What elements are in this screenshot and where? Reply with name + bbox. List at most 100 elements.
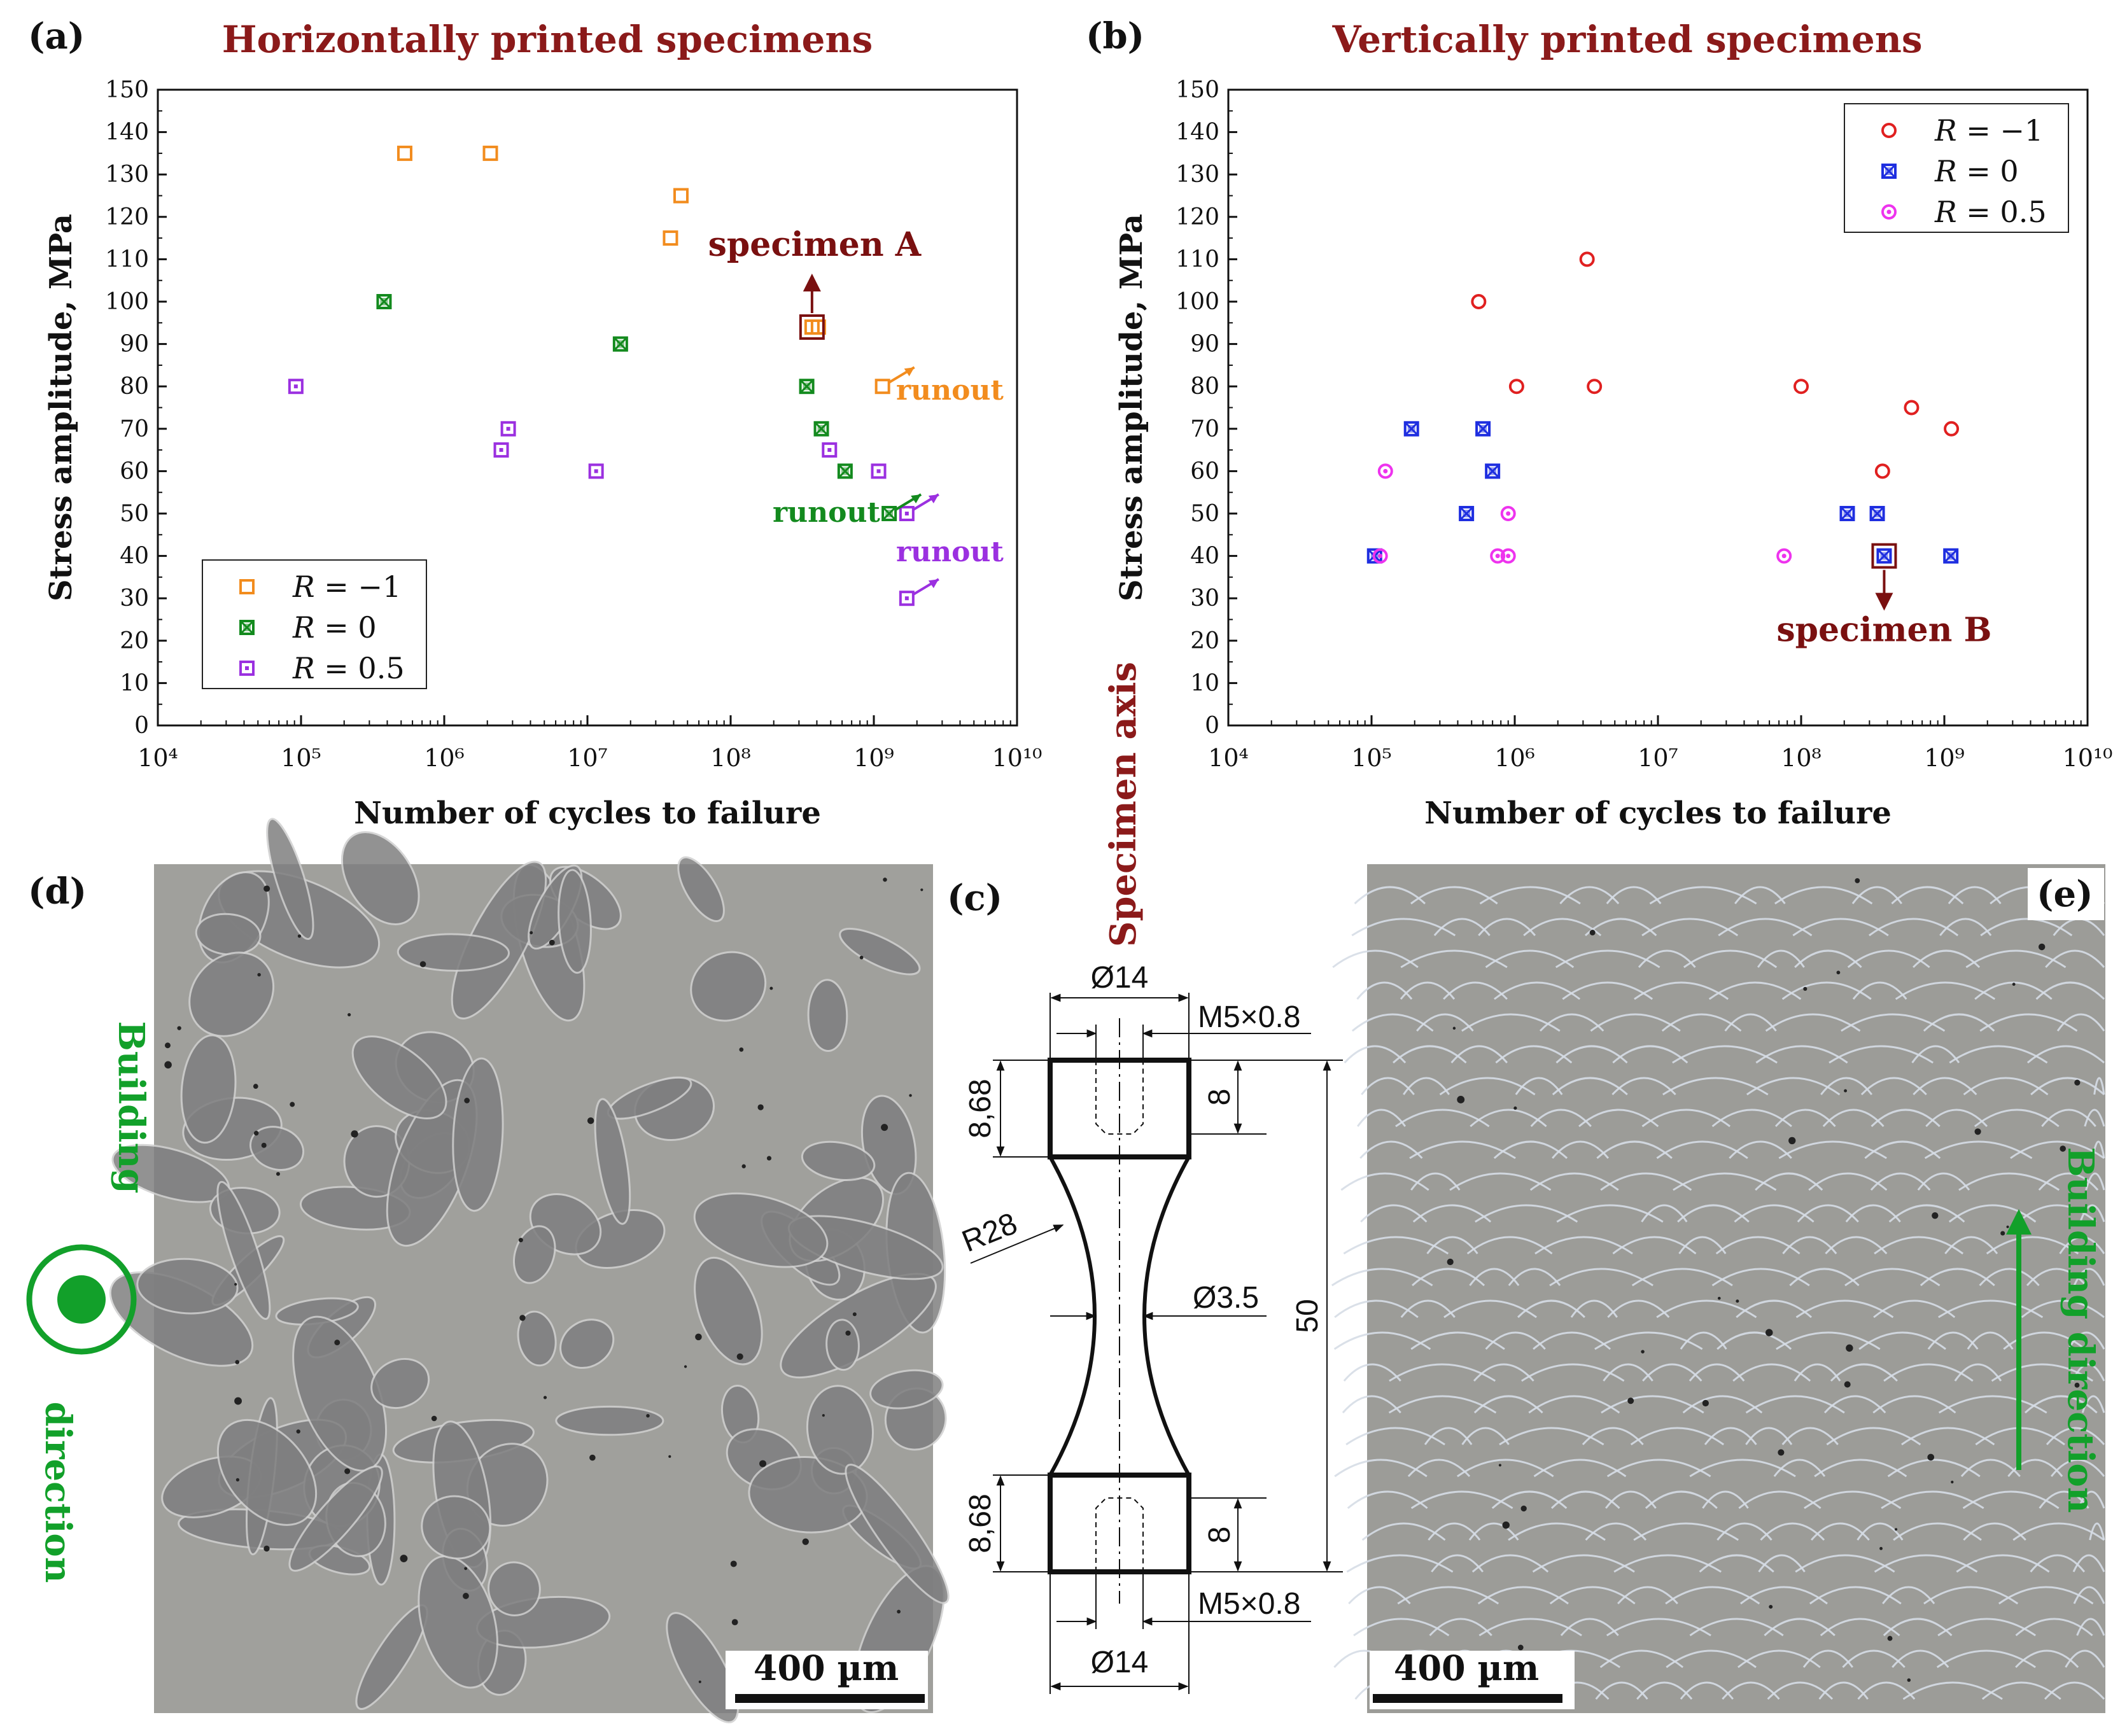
melt-pool-boundary [1872,1395,1956,1414]
pore [766,1156,772,1161]
melt-pool-boundary [2073,1586,2105,1604]
melt-pool-boundary [1826,1427,1921,1446]
melt-pool-boundary [1412,1204,1492,1223]
data-point [1471,294,1487,309]
data-point-dot [1378,554,1383,559]
melt-pool-boundary [1529,1172,1619,1191]
legend-marker [239,579,255,594]
x-tick-label: 10⁹ [853,744,894,772]
y-tick-label: 140 [105,120,149,146]
melt-pool-boundary [1606,1459,1711,1478]
melt-pool-boundary [1397,1586,1499,1605]
chart-a: 0 10 20 30 40 50 60 70 80 90 100 110 120 130 140 150 10⁴… [43,77,1042,831]
melt-pool-boundary [1351,918,1456,937]
pore [731,1619,738,1626]
melt-pool-boundary [2044,1681,2105,1700]
pore [1932,1212,1939,1219]
data-point [899,506,915,521]
pore [845,1330,851,1336]
grain [266,818,314,941]
pore [1855,878,1860,883]
data-point-fill [1873,510,1881,517]
series-2 [1372,463,1792,564]
melt-pool-boundary [2065,1649,2105,1668]
y-tick-label: 30 [120,585,149,612]
melt-pool-boundary [2084,1109,2105,1127]
pore [2074,1079,2081,1086]
melt-pool-boundary [1857,1522,1904,1541]
melt-pool-boundary [1734,886,1786,904]
legend-marker [239,661,255,676]
melt-pool-boundary [1858,1331,1946,1350]
melt-pool-boundary [1781,1427,1839,1445]
data-point [899,591,915,606]
y-tick-label: 130 [1176,162,1219,188]
y-tick-label: 0 [134,713,149,739]
melt-pool-boundary [2068,1331,2105,1350]
data-point [376,294,392,309]
pore [347,1012,351,1017]
melt-pool-boundary [1403,1077,1450,1095]
melt-pool-boundary [1630,1427,1725,1446]
pore [1846,1344,1853,1352]
legend-entry: R = 0 [292,610,377,645]
melt-pool-boundary [1344,1045,1407,1064]
legend-entry: R = −1 [1934,113,2043,148]
y-tick-label: 20 [1190,628,1219,654]
pore [290,1102,295,1107]
data-point [837,463,853,479]
data-point [1943,548,1959,564]
pore [464,1098,470,1103]
pore [419,961,426,967]
y-tick-label: 90 [1190,332,1219,358]
pore [1717,1296,1721,1300]
melt-pool-boundary [1532,1554,1635,1573]
series-0 [1471,251,1960,479]
melt-pool-boundary [1683,949,1778,969]
dim-length: 50 [1291,1299,1324,1333]
melt-pool-boundary [1431,1554,1484,1572]
pore [549,939,555,946]
pore [518,1238,523,1243]
x-tick-label: 10⁶ [1494,744,1535,772]
melt-pool-boundary [1633,1522,1739,1541]
specimen-label: specimen B [1776,611,1991,650]
data-point [1776,548,1792,564]
melt-pool-boundary [1594,1331,1703,1350]
grain [188,951,275,1037]
melt-pool-boundary [1737,1649,1821,1669]
melt-pool-boundary [1883,1363,1974,1382]
melt-pool-boundary [1439,1077,1536,1096]
micrograph-e: (e) 400 µm Building direction [1331,864,2105,1713]
data-point-dot [1383,468,1388,473]
melt-pool-boundary [1869,918,1959,937]
pore [2006,1225,2009,1229]
melt-pool-boundary [1794,949,1862,969]
x-tick-label: 10¹⁰ [992,744,1042,772]
data-point [1579,251,1595,267]
pore [1520,1505,1527,1512]
grain [136,1257,239,1315]
legend-marker [239,620,255,635]
grain [513,1225,556,1284]
melt-pool-boundary [2030,1554,2086,1572]
pore [698,1680,701,1683]
pore [852,1312,857,1317]
y-tick-label: 130 [105,162,149,188]
pore [253,1130,259,1136]
pore [463,1593,469,1599]
data-point-dot [1781,554,1787,559]
data-point [1944,421,1960,437]
melt-pool-boundary [1607,1299,1670,1319]
dim-thread-top: M5×0.8 [1198,1000,1300,1034]
pore [739,1047,744,1052]
legend-marker-fill [243,624,251,631]
y-tick-label: 110 [1176,246,1219,272]
melt-pool-boundary [1461,1427,1510,1445]
data-point-fill [1463,510,1471,517]
data-point-fill [1489,467,1497,475]
series-2 [288,379,915,606]
melt-pool-boundary [1781,981,1872,1000]
y-tick-label: 10 [120,670,149,696]
melt-pool-boundary [2046,1427,2105,1445]
